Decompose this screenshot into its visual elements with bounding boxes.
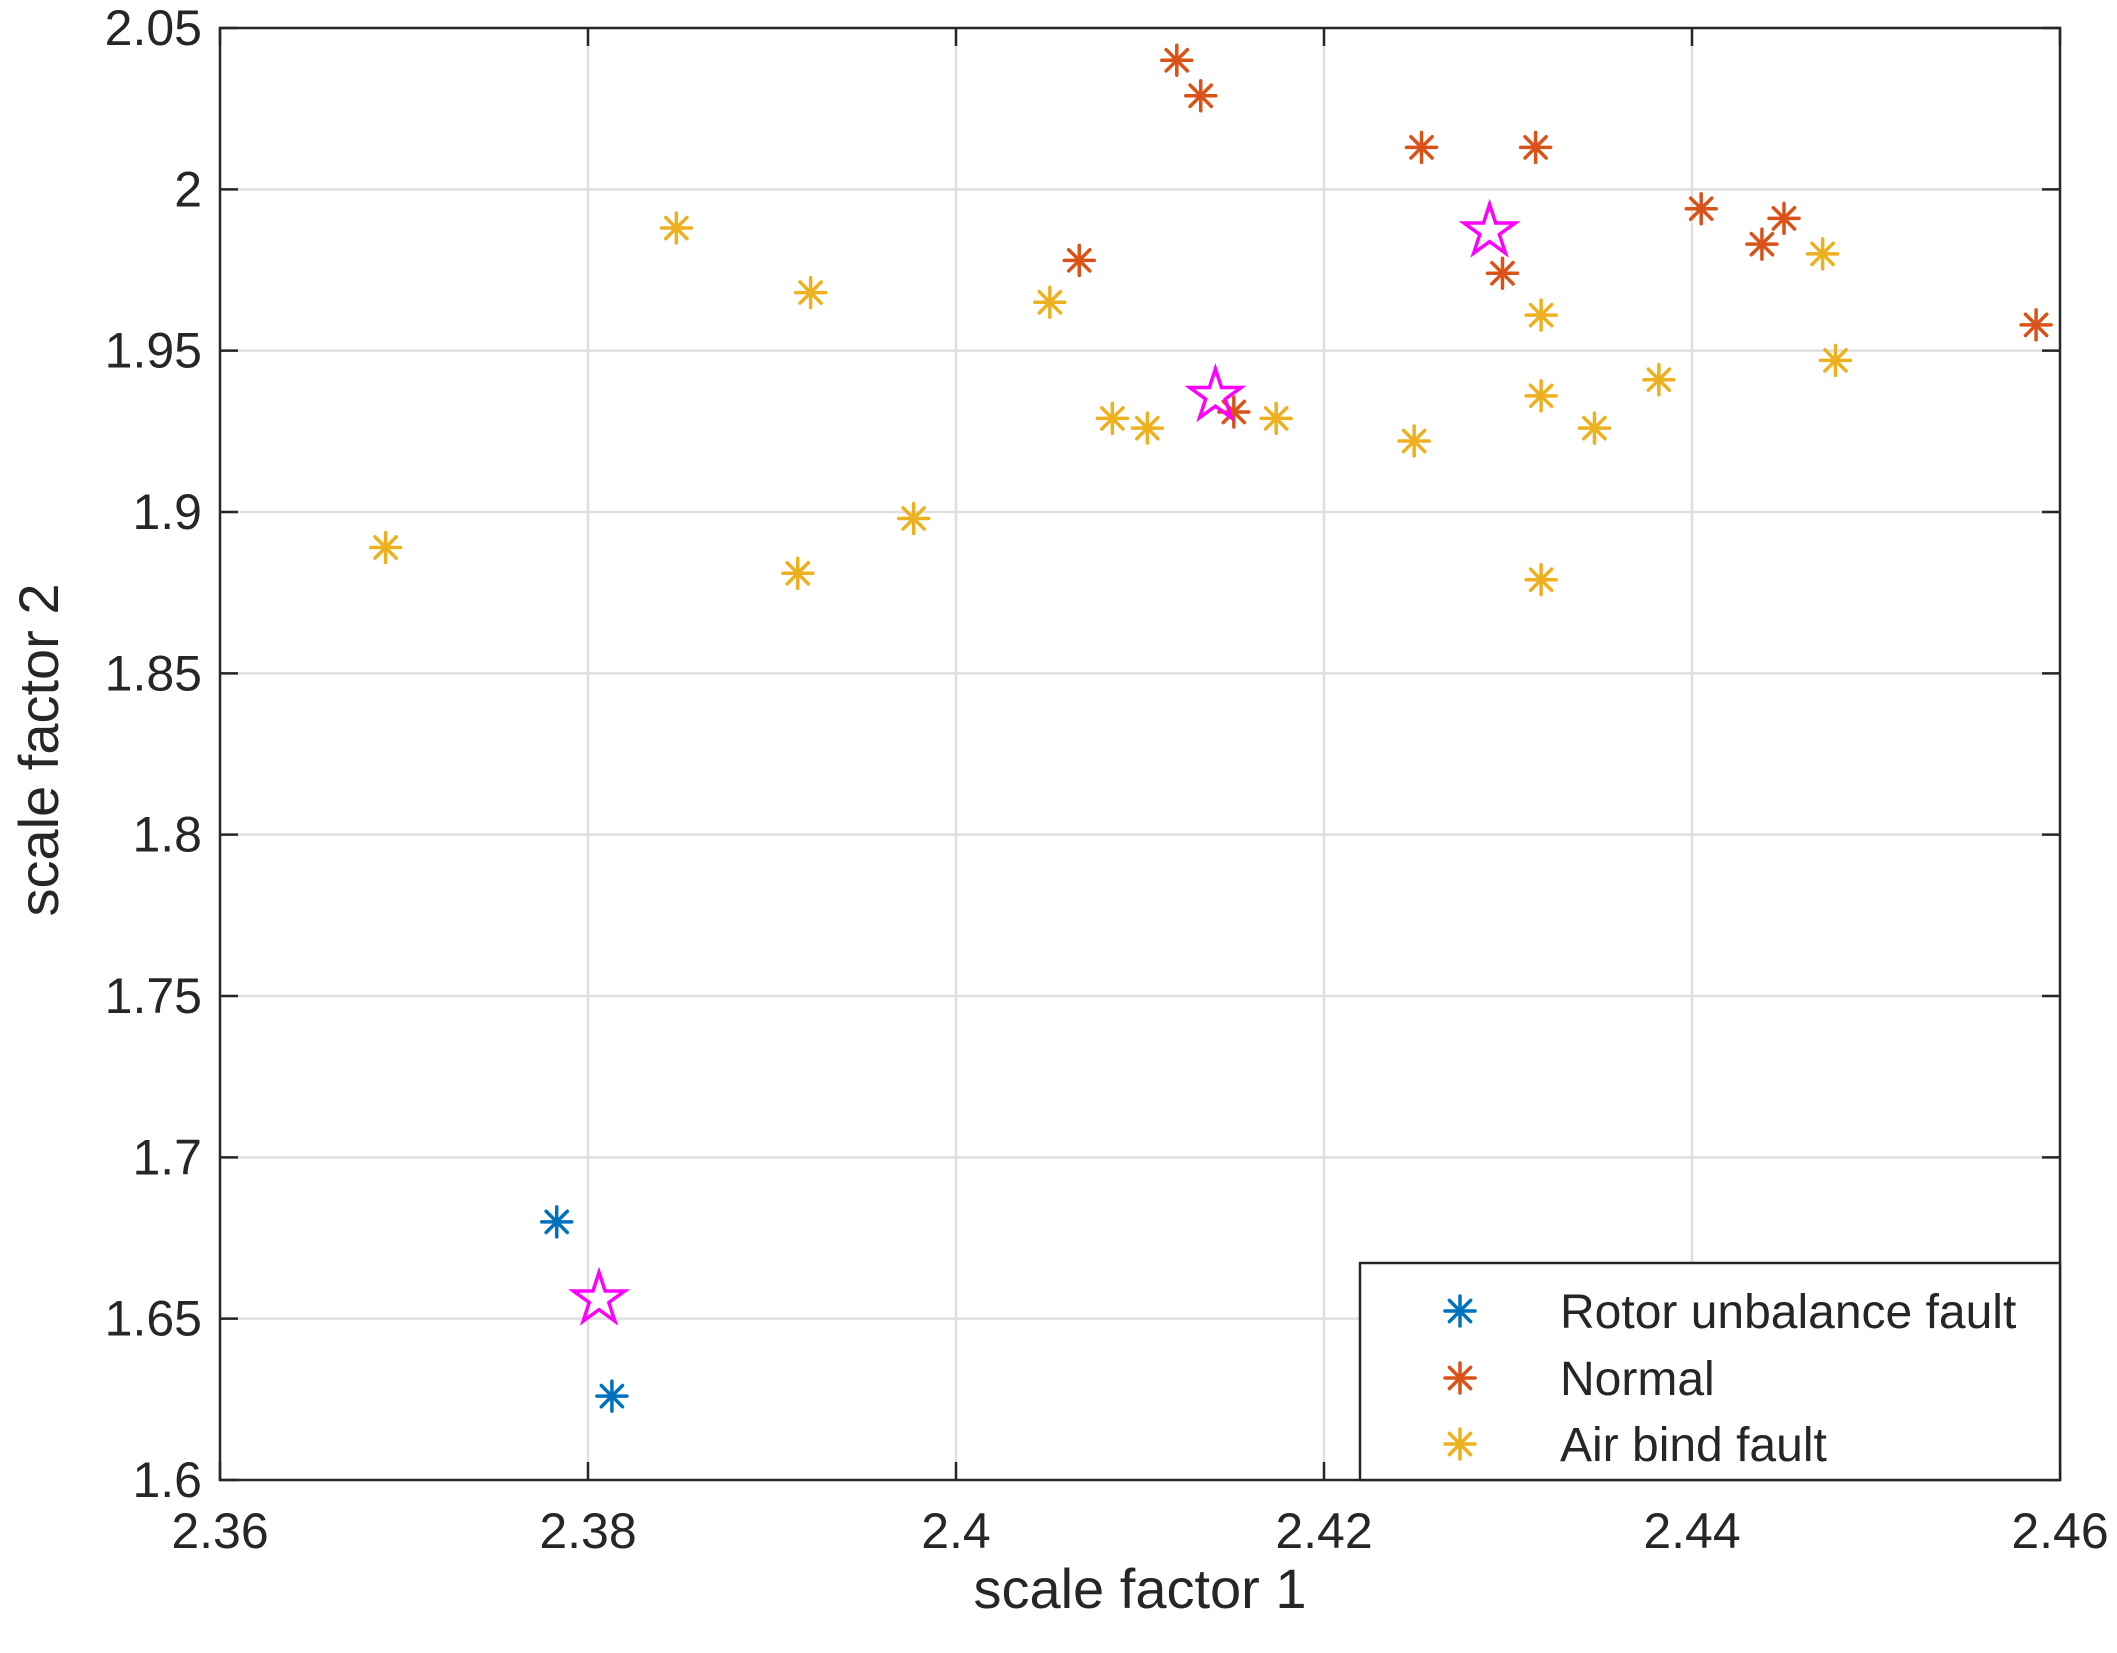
- data-point-normal: [1485, 256, 1520, 290]
- data-point-air-bind: [1524, 379, 1558, 413]
- y-tick-label: 1.95: [105, 323, 202, 379]
- y-tick-label: 1.6: [132, 1452, 202, 1508]
- axes-box: [218, 26, 2062, 1482]
- data-point-normal: [1404, 130, 1439, 165]
- y-axis-label: scale factor 2: [7, 583, 70, 916]
- y-tick-label: 1.8: [132, 807, 202, 863]
- data-point-air-bind: [1095, 401, 1130, 436]
- legend-marker-normal: [1443, 1361, 1477, 1395]
- legend-label-normal: Normal: [1560, 1353, 1715, 1406]
- data-point-normal: [1518, 130, 1553, 165]
- y-tick-label: 1.75: [105, 968, 202, 1024]
- x-tick-label: 2.44: [1643, 1503, 1740, 1559]
- y-tick-label: 1.65: [105, 1291, 202, 1347]
- data-point-air-bind: [1642, 362, 1676, 397]
- legend-marker-air-bind-glyph: [1443, 1427, 1477, 1461]
- centroid-star: [1184, 363, 1247, 423]
- data-point-air-bind: [659, 211, 694, 245]
- x-tick-label: 2.46: [2011, 1503, 2108, 1559]
- legend-marker-rotor-unbalance-glyph: [1443, 1294, 1477, 1328]
- data-point-air-bind: [1818, 343, 1853, 378]
- legend-marker-air-bind: [1443, 1427, 1477, 1461]
- x-axis-label: scale factor 1: [973, 1557, 1306, 1620]
- data-point-air-bind: [368, 530, 403, 565]
- y-tick-label: 2: [174, 161, 202, 217]
- data-point-normal: [1684, 191, 1718, 226]
- tick-labels: 2.36 2.38 2.4 2.42 2.44 2.46 1.6 1.65 1.7 1.75 1.8…: [105, 0, 2109, 1559]
- legend-marker-normal-glyph: [1443, 1361, 1477, 1395]
- legend-label-rotor-unbalance: Rotor unbalance fault: [1560, 1286, 2016, 1339]
- centroid-star: [567, 1266, 631, 1326]
- data-point-normal: [1767, 201, 1801, 236]
- legend-marker-rotor-unbalance: [1443, 1294, 1477, 1328]
- x-tick-label: 2.38: [539, 1503, 636, 1559]
- data-point-rotor-unbalance: [595, 1379, 629, 1413]
- legend-entries: Rotor unbalance fault Normal Air bind fa…: [1443, 1286, 2016, 1472]
- grid: [220, 28, 2060, 1480]
- data-point-normal: [1745, 227, 1779, 261]
- legend-label-air-bind: Air bind fault: [1560, 1419, 1827, 1472]
- data-point-normal: [2019, 308, 2053, 342]
- data-points: [368, 43, 2053, 1413]
- y-tick-label: 2.05: [105, 0, 202, 56]
- data-point-air-bind: [1397, 424, 1431, 458]
- data-point-air-bind: [1524, 298, 1558, 332]
- x-tick-label: 2.42: [1275, 1503, 1372, 1559]
- x-tick-label: 2.4: [921, 1503, 991, 1559]
- data-point-air-bind: [1259, 401, 1293, 436]
- x-tick-label: 2.36: [171, 1503, 268, 1559]
- data-point-rotor-unbalance: [539, 1205, 574, 1239]
- legend: Rotor unbalance fault Normal Air bind fa…: [1358, 1261, 2062, 1482]
- data-point-air-bind: [1805, 237, 1840, 271]
- data-point-air-bind: [793, 275, 828, 310]
- data-point-normal: [1183, 79, 1218, 113]
- data-point-normal: [1160, 43, 1194, 78]
- y-tick-label: 1.9: [132, 484, 202, 540]
- data-point-air-bind: [896, 501, 931, 536]
- data-point-air-bind: [781, 556, 815, 591]
- data-point-air-bind: [1033, 285, 1067, 320]
- data-point-air-bind: [1577, 411, 1612, 445]
- data-point-air-bind: [1524, 563, 1558, 597]
- data-point-air-bind: [1130, 411, 1165, 445]
- data-point-normal: [1062, 243, 1097, 278]
- centroid-star: [1458, 198, 1521, 258]
- y-tick-label: 1.85: [105, 645, 202, 701]
- y-tick-label: 1.7: [132, 1129, 202, 1185]
